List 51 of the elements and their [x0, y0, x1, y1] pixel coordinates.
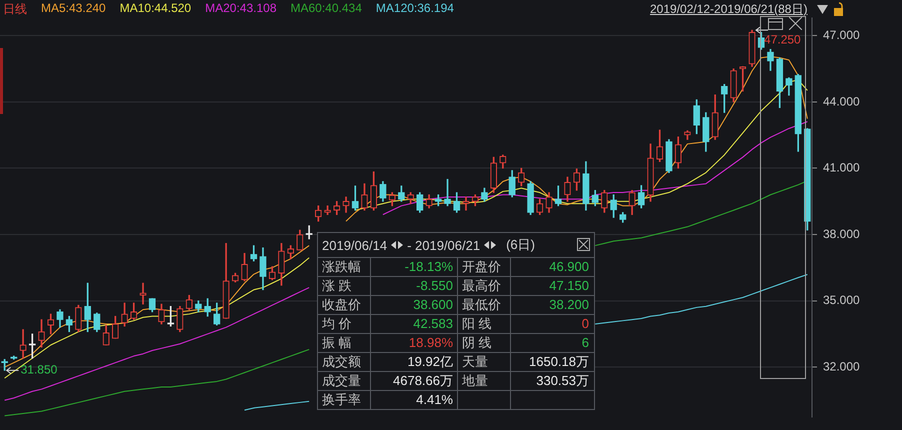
text: MA60:40.434 [290, 1, 362, 17]
annotation: 最高价 [461, 277, 502, 295]
annotation: 31.850 [20, 362, 58, 377]
candlestick [140, 282, 146, 304]
text: MA10:44.520 [120, 1, 192, 17]
candlestick [462, 196, 470, 211]
annotation: 330.53万 [535, 372, 590, 390]
annotation: 6 [580, 334, 590, 352]
annotation: 47.150 [548, 277, 590, 295]
annotation: 46.900 [548, 258, 590, 276]
annotation: 18.98% [408, 334, 454, 352]
text: MA20:43.108 [205, 1, 276, 17]
annotation: 天量 [461, 353, 489, 371]
candlestick [444, 178, 451, 206]
annotation: (6日) [506, 236, 535, 254]
y-tick-label: 38.000 [823, 226, 860, 241]
annotation: 4678.66万 [392, 372, 454, 390]
y-tick-label: 44.000 [823, 94, 860, 108]
annotation: 阴 线 [461, 334, 493, 352]
text: MA5:43.240 [41, 1, 106, 17]
y-tick-label: 35.000 [823, 293, 860, 308]
candlestick [20, 329, 26, 359]
annotation: 成交额 [321, 353, 362, 371]
annotation: 38.600 [412, 296, 454, 314]
annotation: 涨 跌 [321, 277, 353, 295]
annotation: 1650.18万 [528, 353, 590, 371]
annotation: 涨跌幅 [321, 258, 362, 276]
chart-title: 日线 [3, 1, 27, 18]
annotation: - 2019/06/21 [407, 238, 480, 252]
annotation: 42.583 [412, 315, 454, 333]
annotation: -8.550 [415, 277, 454, 295]
y-tick-label: 47.000 [823, 28, 860, 42]
annotation: 振 幅 [321, 334, 353, 352]
annotation: 阳 线 [461, 315, 493, 333]
annotation: 38.200 [548, 296, 590, 314]
y-tick-label: 32.000 [823, 359, 860, 374]
annotation: 最低价 [461, 296, 502, 314]
annotation: 换手率 [321, 391, 362, 409]
annotation: 19.92亿 [406, 353, 454, 371]
annotation: 4.41% [415, 391, 454, 409]
annotation: 地量 [461, 372, 489, 390]
annotation: 成交量 [321, 372, 362, 390]
annotation: 收盘价 [321, 296, 362, 314]
text: MA120:36.194 [376, 1, 454, 17]
chart-subtitle: 2019/02/12-2019/06/21(88日) [650, 1, 808, 18]
annotation: 开盘价 [461, 258, 502, 276]
y-tick-label: 41.000 [823, 160, 860, 175]
annotation: 2019/06/14 [322, 238, 388, 252]
annotation: -18.13% [404, 258, 454, 276]
annotation: 0 [580, 315, 590, 333]
annotation: 均 价 [321, 315, 353, 333]
